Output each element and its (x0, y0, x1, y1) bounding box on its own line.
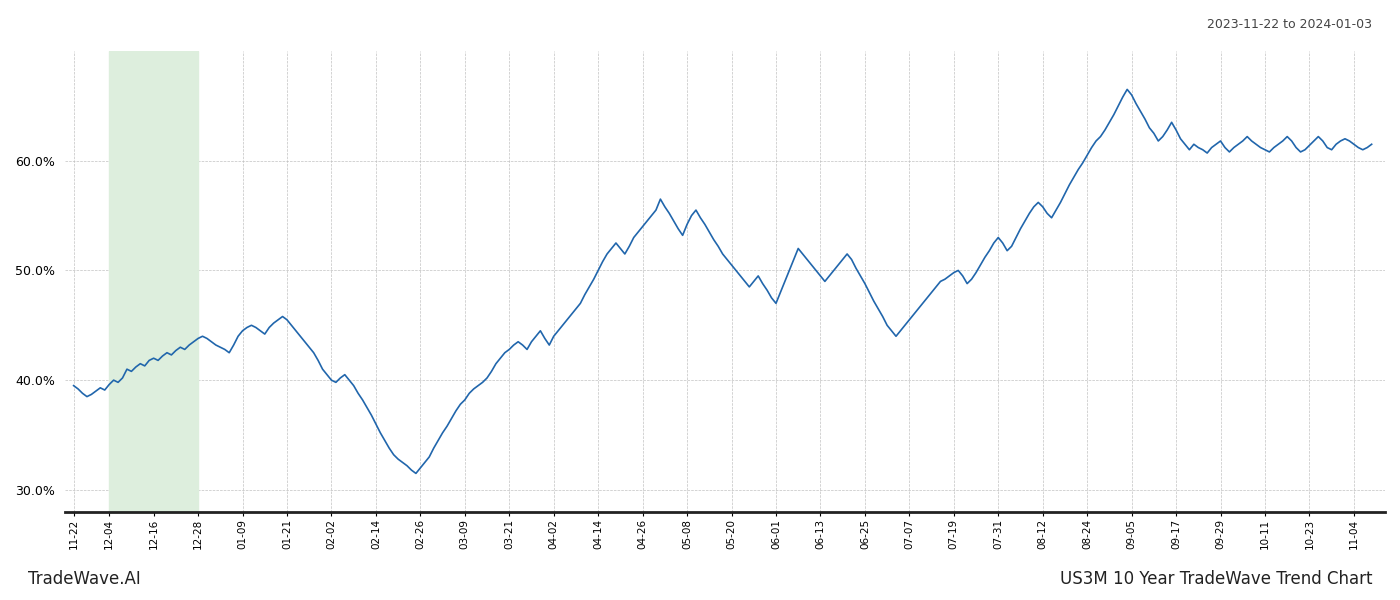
Bar (109, 51, 197, 512)
Text: TradeWave.AI: TradeWave.AI (28, 570, 141, 588)
Text: US3M 10 Year TradeWave Trend Chart: US3M 10 Year TradeWave Trend Chart (1060, 570, 1372, 588)
Text: 2023-11-22 to 2024-01-03: 2023-11-22 to 2024-01-03 (1207, 18, 1372, 31)
